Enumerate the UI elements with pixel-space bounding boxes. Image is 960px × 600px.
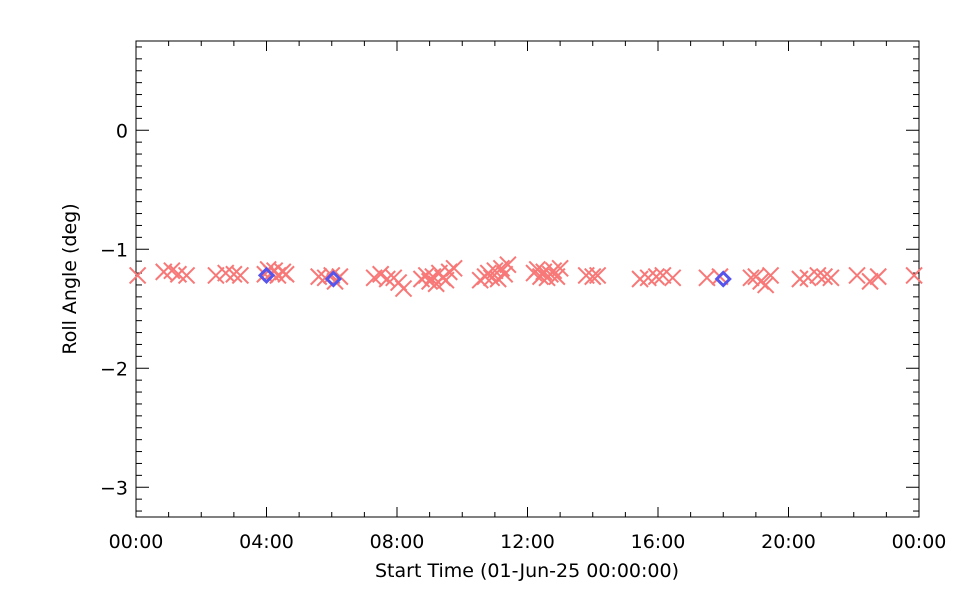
x-marker (663, 269, 682, 287)
x-marker (177, 266, 196, 285)
x-marker (445, 259, 463, 277)
x-marker (544, 261, 563, 280)
x-tick-labels: 00:00 04:00 08:00 12:00 16:00 20:00 00:00 (109, 531, 947, 553)
x-marker (231, 266, 250, 285)
diamond-series (257, 266, 732, 288)
x-marker (420, 272, 439, 291)
x-marker (761, 266, 780, 285)
x-marker (128, 266, 147, 285)
axis-ticks (135, 41, 920, 517)
x-marker (331, 267, 349, 286)
x-marker (378, 270, 396, 288)
y-tick-label: −2 (100, 358, 128, 380)
x-marker (742, 269, 760, 287)
x-tick-label: 16:00 (631, 531, 686, 553)
x-tick-label: 20:00 (761, 531, 816, 553)
x-marker (588, 266, 607, 285)
diamond-marker (257, 266, 276, 285)
x-marker (654, 266, 672, 285)
cross-series (128, 256, 923, 298)
x-marker (584, 267, 602, 286)
x-tick-label: 00:00 (109, 531, 164, 553)
x-marker (861, 272, 879, 291)
x-marker (822, 269, 840, 287)
x-marker (799, 269, 817, 287)
series-layer (128, 256, 923, 298)
x-marker (756, 276, 775, 294)
x-marker (225, 265, 243, 283)
y-tick-label: 0 (116, 120, 128, 142)
x-marker (479, 264, 498, 282)
x-marker (815, 267, 834, 286)
x-tick-label: 08:00 (370, 531, 425, 553)
x-marker (499, 256, 517, 274)
x-marker (495, 265, 514, 283)
y-tick-label: −3 (100, 477, 128, 499)
x-marker (647, 267, 666, 286)
x-marker (531, 267, 550, 286)
y-axis-title: Roll Angle (deg) (59, 203, 81, 354)
x-tick-label: 12:00 (500, 531, 555, 553)
x-marker (207, 266, 225, 285)
x-marker (394, 279, 413, 298)
x-marker (277, 265, 295, 283)
diamond-marker (324, 270, 343, 288)
x-marker (848, 266, 866, 285)
diamond-marker (714, 270, 732, 288)
x-marker (551, 259, 569, 277)
y-tick-label: −1 (100, 239, 128, 261)
x-tick-label: 04:00 (239, 531, 294, 553)
x-axis-title: Start Time (01-Jun-25 00:00:00) (375, 560, 679, 582)
x-marker (905, 266, 923, 285)
y-tick-labels: 0 −1 −2 −3 (100, 120, 128, 499)
x-tick-label: 00:00 (892, 531, 947, 553)
x-marker (869, 267, 887, 286)
